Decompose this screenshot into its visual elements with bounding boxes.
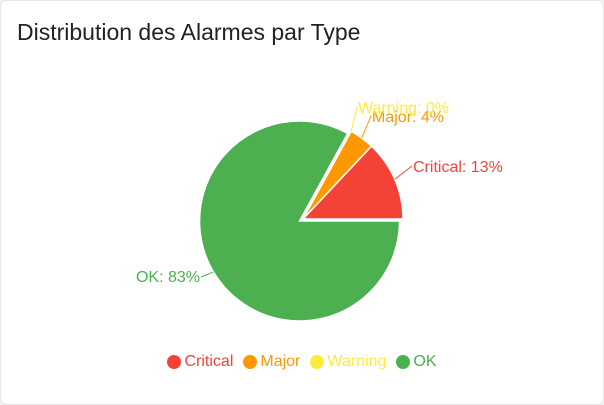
pie-slice-major-leader-line [361,115,372,139]
legend-swatch-major [243,355,258,369]
legend-label-major: Major [260,353,301,370]
pie-slice-major-label: Major: 4% [372,109,444,126]
legend-label-ok: OK [413,353,437,370]
pie-slice-critical-label: Critical: 13% [413,159,503,176]
legend-swatch-critical [167,355,182,369]
legend-swatch-warning [310,355,325,369]
pie-slice-ok-leader-line [200,271,214,278]
legend-label-warning: Warning [327,353,387,370]
pie-slice-ok[interactable] [198,120,401,322]
legend-item-major[interactable]: Major [243,353,300,371]
legend-item-warning[interactable]: Warning [310,353,386,371]
legend-item-ok[interactable]: OK [396,353,437,371]
chart-title: Distribution des Alarmes par Type [17,19,361,45]
pie-slice-ok-label: OK: 83% [136,269,200,286]
pie-slice-warning-leader-line [350,106,358,132]
legend-swatch-ok [396,355,411,369]
legend-item-critical[interactable]: Critical [167,353,233,371]
pie-slice-critical-leader-line [394,165,413,180]
chart-legend: Critical Major Warning OK [1,353,603,371]
legend-label-critical: Critical [184,353,234,370]
pie-slice-warning-label: Warning: 0% [358,100,449,117]
